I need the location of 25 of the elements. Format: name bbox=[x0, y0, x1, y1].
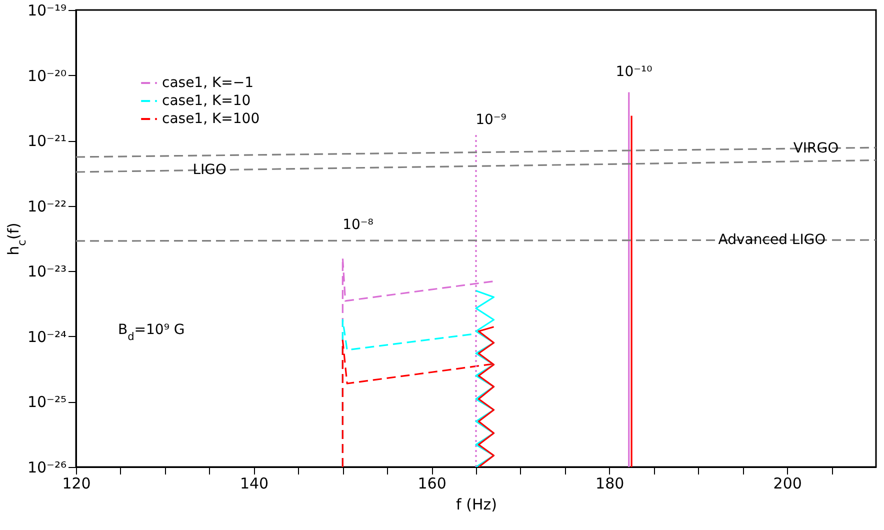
x-tick-label: 120 bbox=[62, 474, 91, 492]
annotation: B$_{d}$=10⁹ G bbox=[118, 322, 185, 343]
x-tick-label: 140 bbox=[240, 474, 269, 492]
y-tick-label: 10⁻²² bbox=[27, 197, 66, 216]
x-tick-label: 160 bbox=[418, 474, 446, 492]
series-label: Advanced LIGO bbox=[718, 232, 826, 248]
y-tick-label: 10⁻²⁰ bbox=[27, 66, 66, 85]
x-tick-label: 180 bbox=[596, 474, 624, 492]
y-tick-label: 10⁻²⁵ bbox=[27, 393, 66, 412]
y-tick-label: 10⁻²³ bbox=[27, 262, 66, 281]
annotation: 10⁻¹⁰ bbox=[616, 64, 653, 80]
annotation: 10⁻⁸ bbox=[342, 217, 374, 233]
series-label: LIGO bbox=[192, 162, 226, 178]
x-axis-title: f (Hz) bbox=[456, 496, 497, 514]
annotation: 10⁻⁹ bbox=[476, 112, 507, 128]
y-tick-label: 10⁻²¹ bbox=[27, 132, 66, 150]
x-tick-label: 200 bbox=[773, 474, 802, 492]
legend-label: case1, K=10 bbox=[162, 93, 251, 109]
legend-label: case1, K=−1 bbox=[162, 75, 254, 91]
y-tick-label: 10⁻¹⁹ bbox=[27, 2, 66, 20]
legend-label: case1, K=100 bbox=[162, 111, 260, 127]
line-series bbox=[475, 290, 495, 467]
y-tick-label: 10⁻²⁶ bbox=[27, 458, 66, 476]
series-label: VIRGO bbox=[793, 140, 839, 156]
y-tick-label: 10⁻²⁴ bbox=[27, 328, 66, 346]
